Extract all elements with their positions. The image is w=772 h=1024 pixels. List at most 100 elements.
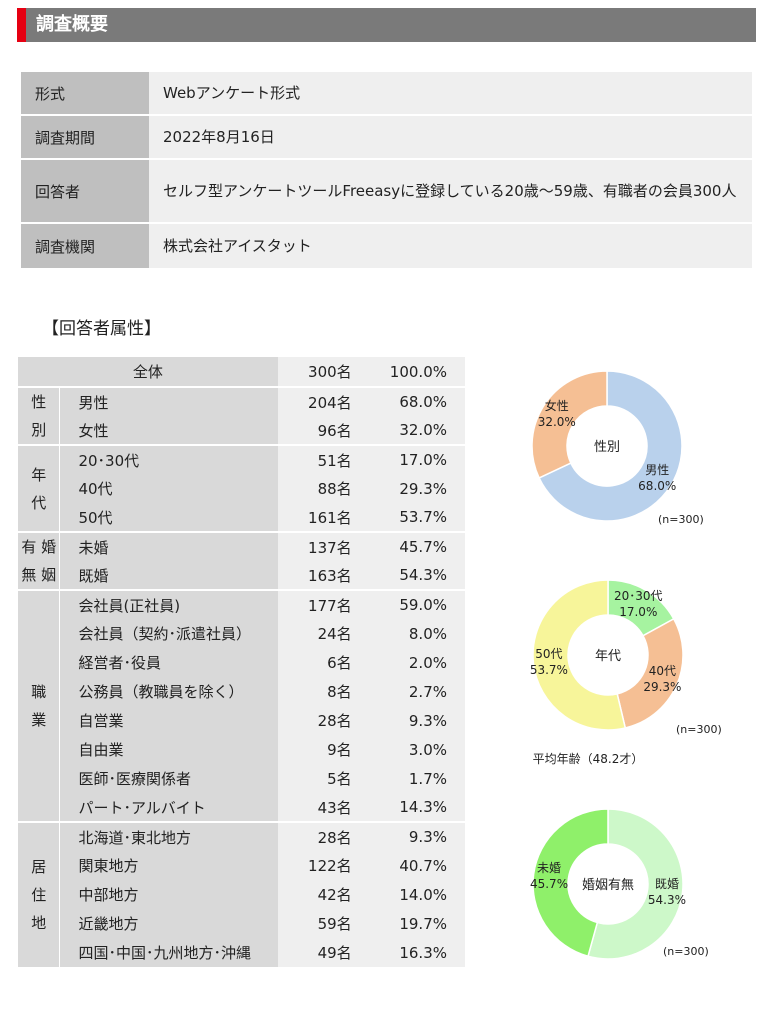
attribute-count: 137名 <box>277 531 370 561</box>
attribute-count: 28名 <box>277 706 370 735</box>
overview-key: 回答者 <box>21 160 149 222</box>
attribute-row: 有 婚 無 姻未婚 137名 45.7% <box>18 531 465 590</box>
attribute-row: 関東地方 122名 40.7% <box>18 851 465 880</box>
overview-value: Webアンケート形式 <box>149 72 752 114</box>
attribute-pct: 9.3% <box>369 821 465 851</box>
slice-value: 32.0% <box>538 415 576 429</box>
charts-svg: 男性 68.0% 女性 32.0% 性別 (n=300) 20･30代 17.0% 40代 29.… <box>530 370 722 960</box>
attribute-count: 122名 <box>277 851 370 880</box>
attribute-row: 職 業会社員(正社員) 177名 59.0% <box>18 589 465 822</box>
attribute-count: 28名 <box>277 821 370 851</box>
attribute-count: 9名 <box>277 735 370 764</box>
slice-label: 男性 <box>645 463 669 477</box>
chart-title: 年代 <box>595 649 621 664</box>
attribute-row: 50代 161名 53.7% <box>18 503 465 532</box>
slice-label: 未婚 <box>537 861 561 875</box>
attribute-row: 中部地方 42名 14.0% <box>18 880 465 909</box>
attribute-count: 43名 <box>277 793 370 822</box>
attribute-label: 公務員（教職員を除く） <box>59 677 278 706</box>
attributes-title: 【回答者属性】 <box>42 319 161 339</box>
attribute-label: 会社員(正社員) <box>59 589 278 619</box>
slice-value: 29.3% <box>643 680 681 694</box>
group-label: 職 業 <box>18 589 61 822</box>
slice-label: 女性 <box>545 398 569 413</box>
donut-slice <box>587 808 684 960</box>
group-label: 性 別 <box>18 386 61 445</box>
attribute-count: 204名 <box>277 386 370 416</box>
overview-row: 調査期間 2022年8月16日 <box>21 116 752 158</box>
attribute-count: 24名 <box>277 619 370 648</box>
overview-key: 調査機関 <box>21 224 149 268</box>
accent-bar <box>17 8 26 42</box>
group-label: 有 婚 無 姻 <box>18 531 61 590</box>
total-pct: 100.0% <box>369 357 465 387</box>
attribute-pct: 29.3% <box>369 474 465 503</box>
section-title: 調査概要 <box>36 14 108 35</box>
attribute-count: 161名 <box>277 503 370 532</box>
attribute-pct: 45.7% <box>369 531 465 561</box>
attribute-count: 6名 <box>277 648 370 677</box>
total-label: 全体 <box>18 357 278 387</box>
attribute-row: 自営業 28名 9.3% <box>18 706 465 735</box>
attribute-label: 医師･医療関係者 <box>59 764 278 793</box>
attribute-row: 経営者･役員 6名 2.0% <box>18 648 465 677</box>
attribute-label: 40代 <box>59 474 278 503</box>
overview-key: 形式 <box>21 72 149 114</box>
attribute-label: 20･30代 <box>59 444 278 474</box>
overview-value: 2022年8月16日 <box>149 116 752 158</box>
attribute-pct: 9.3% <box>369 706 465 735</box>
attribute-row: 会社員（契約･派遣社員） 24名 8.0% <box>18 619 465 648</box>
attribute-count: 163名 <box>277 561 370 590</box>
attribute-row: 近畿地方 59名 19.7% <box>18 909 465 938</box>
attribute-pct: 1.7% <box>369 764 465 793</box>
attribute-label: 関東地方 <box>59 851 278 880</box>
attribute-pct: 14.3% <box>369 793 465 822</box>
donut-slice <box>532 808 609 958</box>
slice-value: 17.0% <box>619 605 657 619</box>
attribute-pct: 8.0% <box>369 619 465 648</box>
attribute-label: 近畿地方 <box>59 909 278 938</box>
attribute-label: 中部地方 <box>59 880 278 909</box>
attribute-label: 四国･中国･九州地方･沖縄 <box>59 938 278 967</box>
overview-value: 株式会社アイスタット <box>149 224 752 268</box>
attribute-count: 59名 <box>277 909 370 938</box>
attribute-count: 8名 <box>277 677 370 706</box>
attribute-label: 北海道･東北地方 <box>59 821 278 851</box>
donut-slice <box>538 370 683 522</box>
attribute-pct: 59.0% <box>369 589 465 619</box>
overview-row: 調査機関 株式会社アイスタット <box>21 224 752 268</box>
attribute-label: 未婚 <box>59 531 278 561</box>
attribute-label: 男性 <box>59 386 278 416</box>
group-label: 年 代 <box>18 444 61 532</box>
sample-size-note: (n=300) <box>663 945 709 958</box>
total-count: 300名 <box>277 357 370 387</box>
attribute-pct: 3.0% <box>369 735 465 764</box>
slice-value: 53.7% <box>530 663 568 677</box>
attribute-row: 公務員（教職員を除く） 8名 2.7% <box>18 677 465 706</box>
attribute-label: 50代 <box>59 503 278 532</box>
attribute-pct: 53.7% <box>369 503 465 532</box>
attribute-label: 自営業 <box>59 706 278 735</box>
section-header: 調査概要 <box>17 8 756 42</box>
slice-label: 40代 <box>649 664 676 678</box>
slice-label: 50代 <box>535 647 562 661</box>
donut-slice <box>531 370 608 479</box>
attribute-row: 居 住 地北海道･東北地方 28名 9.3% <box>18 821 465 967</box>
total-row: 全体 300名 100.0% <box>18 357 465 387</box>
charts-panel: 男性 68.0% 女性 32.0% 性別 (n=300) 20･30代 17.0% 40代 29.… <box>500 355 760 995</box>
attribute-count: 49名 <box>277 938 370 967</box>
overview-key: 調査期間 <box>21 116 149 158</box>
attribute-count: 5名 <box>277 764 370 793</box>
attribute-label: 自由業 <box>59 735 278 764</box>
attribute-row: 性 別男性 204名 68.0% <box>18 386 465 445</box>
attribute-pct: 14.0% <box>369 880 465 909</box>
attribute-row: 女性 96名 32.0% <box>18 416 465 445</box>
attribute-row: 医師･医療関係者 5名 1.7% <box>18 764 465 793</box>
donut-slice <box>616 617 684 729</box>
attribute-count: 96名 <box>277 416 370 445</box>
attribute-row: 既婚 163名 54.3% <box>18 561 465 590</box>
attribute-count: 177名 <box>277 589 370 619</box>
attribute-pct: 32.0% <box>369 416 465 445</box>
attribute-count: 51名 <box>277 444 370 474</box>
attribute-row: 四国･中国･九州地方･沖縄 49名 16.3% <box>18 938 465 967</box>
